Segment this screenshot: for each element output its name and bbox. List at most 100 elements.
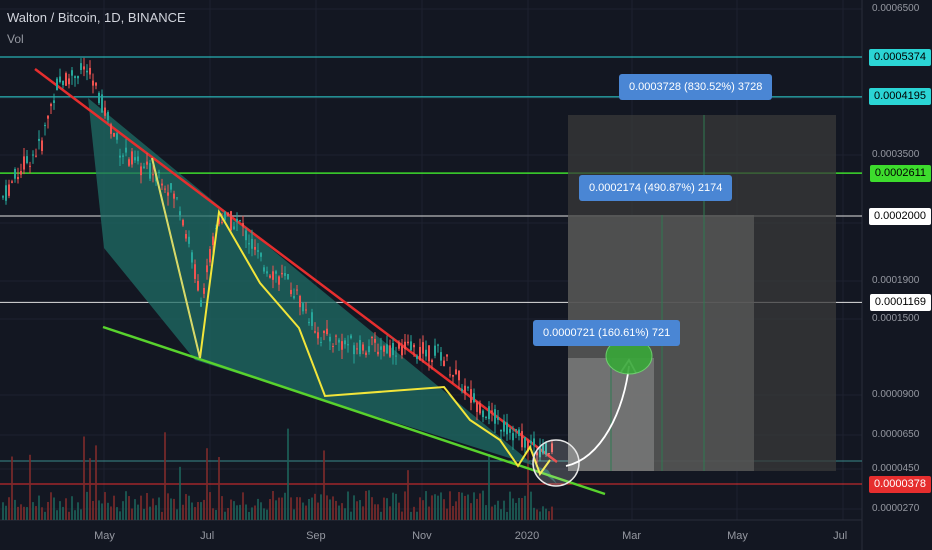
volume-bar — [401, 511, 403, 520]
volume-bar — [275, 500, 277, 520]
candle-body — [314, 331, 316, 333]
volume-bar — [230, 499, 232, 520]
volume-bar — [338, 505, 340, 520]
candle-body — [365, 352, 367, 355]
volume-bar — [299, 497, 301, 520]
candle-body — [530, 440, 532, 444]
candle-body — [146, 161, 148, 165]
candle-body — [131, 151, 133, 165]
candle-body — [494, 409, 496, 424]
volume-bar — [164, 432, 166, 520]
candle-body — [506, 422, 508, 435]
candle-body — [425, 349, 427, 357]
volume-bar — [29, 454, 31, 520]
volume-bar — [2, 502, 4, 520]
volume-bar — [146, 492, 148, 520]
volume-bar — [479, 493, 481, 520]
price-level-tag: 0.0005374 — [869, 48, 931, 66]
volume-label: Vol — [7, 32, 24, 46]
candle-body — [53, 100, 55, 103]
candle-body — [500, 429, 502, 432]
candle-body — [326, 328, 328, 335]
candle-body — [65, 73, 67, 86]
volume-bar — [131, 508, 133, 520]
volume-bar — [35, 506, 37, 520]
volume-bar — [224, 511, 226, 520]
candle-body — [413, 344, 415, 348]
zigzag-path — [151, 157, 551, 477]
y-tick-label: 0.0001500 — [872, 313, 920, 324]
candle-body — [158, 171, 160, 173]
candle-body — [170, 183, 172, 190]
candle-body — [134, 157, 136, 161]
volume-bar — [143, 508, 145, 520]
volume-bar — [422, 500, 424, 520]
volume-bar — [503, 500, 505, 520]
candle-body — [440, 352, 442, 361]
price-level-tag: 0.0000378 — [869, 475, 931, 493]
volume-bar — [539, 511, 541, 520]
candle-body — [218, 218, 220, 225]
volume-bar — [218, 457, 220, 520]
candle-body — [191, 252, 193, 263]
candle-body — [380, 346, 382, 350]
candle-body — [167, 192, 169, 196]
x-tick-label: 2020 — [514, 530, 540, 542]
candle-body — [113, 132, 115, 137]
volume-bar — [77, 502, 79, 520]
x-tick-label: Nov — [412, 530, 432, 542]
candle-body — [476, 402, 478, 412]
candle-body — [206, 265, 208, 273]
candle-body — [311, 312, 313, 326]
candle-body — [173, 193, 175, 199]
volume-bar — [245, 504, 247, 520]
candle-body — [287, 274, 289, 280]
candle-body — [197, 280, 199, 291]
volume-bar — [302, 502, 304, 520]
volume-bar — [86, 491, 88, 520]
y-tick-label: 0.0001900 — [872, 275, 920, 286]
volume-bar — [494, 504, 496, 520]
volume-bar — [395, 493, 397, 520]
candle-body — [524, 437, 526, 448]
candle-body — [239, 219, 241, 221]
volume-bar — [491, 506, 493, 520]
candle-body — [389, 345, 391, 357]
breakout-arrow — [565, 365, 630, 467]
volume-bar — [47, 501, 49, 520]
candle-body — [203, 287, 205, 294]
volume-bar — [551, 506, 553, 520]
volume-bar — [191, 502, 193, 520]
candle-body — [374, 338, 376, 343]
volume-bar — [20, 504, 22, 520]
candle-body — [383, 346, 385, 352]
candle-body — [542, 444, 544, 454]
volume-bar — [23, 506, 25, 520]
candle-body — [89, 67, 91, 75]
volume-bar — [257, 498, 259, 520]
volume-bar — [242, 492, 244, 520]
volume-bar — [389, 506, 391, 520]
y-tick-label: 0.0006500 — [872, 3, 920, 14]
volume-bar — [83, 436, 85, 520]
volume-bar — [362, 506, 364, 520]
candle-body — [38, 138, 40, 141]
candle-body — [419, 346, 421, 361]
volume-bar — [518, 497, 520, 520]
candle-body — [347, 344, 349, 346]
volume-bar — [158, 497, 160, 520]
volume-bar — [311, 497, 313, 520]
volume-bar — [410, 511, 412, 520]
candle-body — [317, 332, 319, 339]
volume-bar — [482, 490, 484, 520]
volume-bar — [305, 505, 307, 520]
target-label-3: 0.0000721 (160.61%) 721 — [533, 320, 681, 346]
volume-bar — [485, 505, 487, 520]
volume-bar — [260, 502, 262, 520]
candle-body — [107, 111, 109, 121]
volume-bar — [140, 495, 142, 520]
volume-bar — [404, 491, 406, 520]
volume-bar — [62, 506, 64, 520]
candle-body — [119, 155, 121, 158]
